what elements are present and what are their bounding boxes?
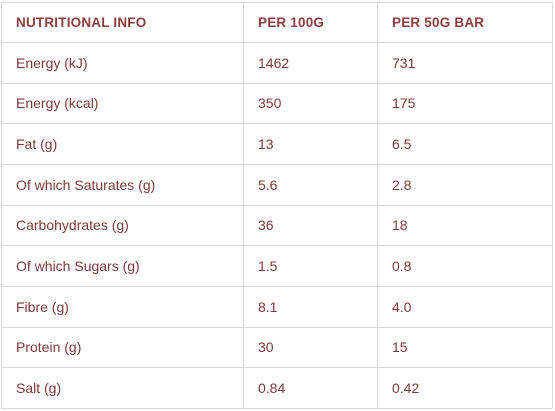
value-per-bar: 175 — [377, 82, 553, 125]
value-per-100g: 13 — [243, 123, 378, 165]
nutrient-label: Fibre (g) — [1, 285, 244, 328]
value-per-bar: 18 — [377, 204, 553, 247]
value-per-100g: 8.1 — [243, 285, 378, 328]
value-per-100g: 0.84 — [243, 367, 378, 409]
header-nutritional-info: NUTRITIONAL INFO — [1, 2, 244, 43]
nutrient-label: Energy (kJ) — [1, 42, 244, 84]
table-row: Energy (kcal) 350 175 — [1, 82, 553, 125]
nutrient-label: Salt (g) — [1, 367, 244, 409]
table-row: Carbohydrates (g) 36 18 — [1, 204, 553, 247]
value-per-100g: 1462 — [243, 42, 378, 84]
value-per-100g: 5.6 — [243, 163, 378, 206]
value-per-100g: 350 — [243, 82, 378, 125]
table-row: Fat (g) 13 6.5 — [1, 123, 553, 165]
value-per-bar: 4.0 — [377, 285, 553, 328]
nutrient-label: Of which Saturates (g) — [1, 163, 244, 206]
table-row: Of which Saturates (g) 5.6 2.8 — [1, 163, 553, 206]
nutrient-label: Carbohydrates (g) — [1, 204, 244, 247]
value-per-bar: 2.8 — [377, 163, 553, 206]
table-row: Fibre (g) 8.1 4.0 — [1, 285, 553, 328]
nutrient-label: Protein (g) — [1, 326, 244, 369]
nutrient-label: Of which Sugars (g) — [1, 245, 244, 287]
value-per-bar: 0.8 — [377, 245, 553, 287]
value-per-bar: 731 — [377, 42, 553, 84]
table-row: Of which Sugars (g) 1.5 0.8 — [1, 245, 553, 287]
nutrient-label: Fat (g) — [1, 123, 244, 165]
value-per-bar: 0.42 — [377, 367, 553, 409]
value-per-100g: 30 — [243, 326, 378, 369]
value-per-100g: 1.5 — [243, 245, 378, 287]
table-row: Energy (kJ) 1462 731 — [1, 42, 553, 84]
table-header-row: NUTRITIONAL INFO PER 100G PER 50G BAR — [1, 2, 553, 43]
value-per-100g: 36 — [243, 204, 378, 247]
header-per-100g: PER 100G — [243, 2, 378, 43]
table-row: Salt (g) 0.84 0.42 — [1, 367, 553, 409]
value-per-bar: 15 — [377, 326, 553, 369]
value-per-bar: 6.5 — [377, 123, 553, 165]
table-row: Protein (g) 30 15 — [1, 326, 553, 369]
header-per-50g-bar: PER 50G BAR — [377, 2, 553, 43]
nutrient-label: Energy (kcal) — [1, 82, 244, 125]
